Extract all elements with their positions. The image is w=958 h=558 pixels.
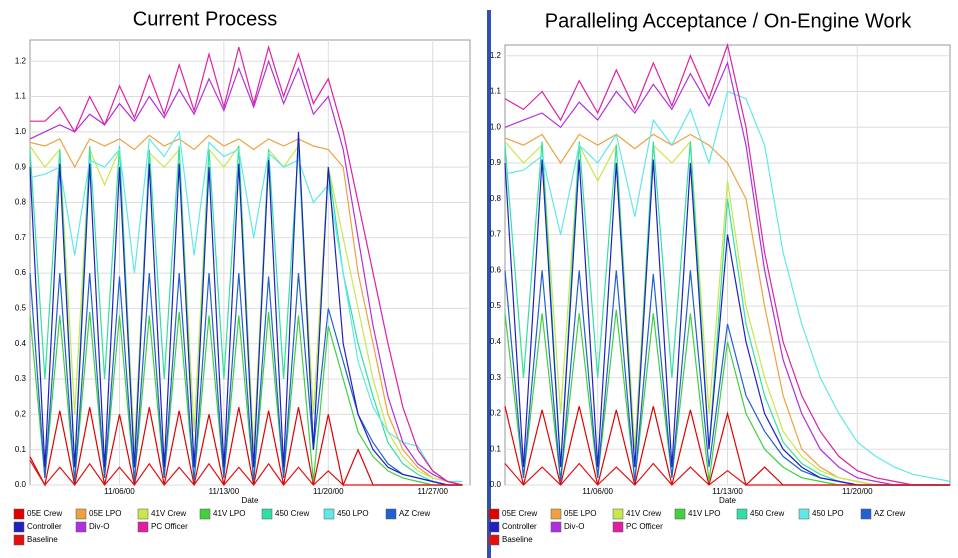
series-line bbox=[504, 42, 950, 486]
y-tick-label: 0.4 bbox=[15, 339, 27, 348]
y-tick-label: 0.3 bbox=[490, 373, 502, 382]
legend-swatch bbox=[199, 508, 211, 520]
legend-label: 41V Crew bbox=[151, 509, 186, 518]
legend-swatch bbox=[137, 521, 149, 533]
series-line bbox=[29, 59, 463, 486]
legend-label: 450 Crew bbox=[750, 509, 784, 518]
legend-label: 05E Crew bbox=[27, 509, 62, 518]
plot-area bbox=[29, 39, 471, 486]
x-tick-label: 11/13/00 bbox=[712, 487, 743, 496]
x-tick-label: 11/27/00 bbox=[417, 487, 448, 496]
y-tick-label: 0.5 bbox=[15, 304, 27, 313]
y-tick-label: 0.6 bbox=[490, 265, 502, 274]
legend-swatch bbox=[75, 521, 87, 533]
legend-label: Controller bbox=[502, 522, 537, 531]
y-tick-label: 1.1 bbox=[15, 92, 27, 101]
y-tick-label: 0.1 bbox=[15, 445, 27, 454]
legend-label: Baseline bbox=[502, 535, 533, 544]
series-line bbox=[29, 459, 463, 487]
y-tick-label: 0.0 bbox=[490, 480, 502, 489]
y-tick-label: 0.5 bbox=[490, 301, 502, 310]
legend-label: Controller bbox=[27, 522, 62, 531]
legend-label: Div-O bbox=[564, 522, 584, 531]
legend-label: 450 Crew bbox=[275, 509, 309, 518]
legend-swatch bbox=[798, 508, 810, 520]
y-tick-label: 0.9 bbox=[490, 158, 502, 167]
x-tick-label: 11/20/00 bbox=[313, 487, 344, 496]
series-line bbox=[29, 130, 463, 483]
chart-title: Current Process bbox=[133, 8, 278, 30]
legend-swatch bbox=[488, 521, 500, 533]
legend-swatch bbox=[13, 508, 25, 520]
legend-label: AZ Crew bbox=[399, 509, 430, 518]
legend-label: 05E LPO bbox=[564, 509, 596, 518]
y-tick-label: 0.2 bbox=[15, 409, 27, 418]
y-tick-label: 0.3 bbox=[15, 374, 27, 383]
y-tick-label: 1.1 bbox=[490, 87, 502, 96]
y-tick-label: 0.8 bbox=[490, 194, 502, 203]
legend-swatch bbox=[674, 508, 686, 520]
legend-swatch bbox=[13, 521, 25, 533]
x-tick-label: 11/13/00 bbox=[209, 487, 240, 496]
x-axis-label: Date bbox=[242, 496, 259, 505]
y-tick-label: 1.0 bbox=[15, 127, 27, 136]
legend-label: 05E LPO bbox=[89, 509, 121, 518]
legend-label: 05E Crew bbox=[502, 509, 537, 518]
y-tick-label: 1.0 bbox=[490, 122, 502, 131]
series-line bbox=[504, 60, 950, 486]
y-tick-label: 0.4 bbox=[490, 337, 502, 346]
y-tick-label: 0.7 bbox=[490, 230, 502, 239]
series-line bbox=[30, 44, 463, 486]
legend-swatch bbox=[860, 508, 872, 520]
legend-swatch bbox=[261, 508, 273, 520]
legend-swatch bbox=[612, 508, 624, 520]
y-tick-label: 1.2 bbox=[490, 51, 502, 60]
legend-swatch bbox=[736, 508, 748, 520]
legend-swatch bbox=[385, 508, 397, 520]
x-tick-label: 11/06/00 bbox=[582, 487, 613, 496]
legend-label: AZ Crew bbox=[874, 509, 905, 518]
legend-label: 450 LPO bbox=[812, 509, 844, 518]
x-axis-label: Date bbox=[719, 496, 736, 505]
legend-label: Baseline bbox=[27, 535, 58, 544]
legend-label: 41V Crew bbox=[626, 509, 661, 518]
legend-label: PC Officer bbox=[626, 522, 663, 531]
series-line bbox=[504, 462, 950, 486]
divider bbox=[487, 10, 491, 558]
legend-label: 41V LPO bbox=[688, 509, 720, 518]
legend-label: Div-O bbox=[89, 522, 109, 531]
legend-label: PC Officer bbox=[151, 522, 188, 531]
legend-swatch bbox=[323, 508, 335, 520]
legend-swatch bbox=[488, 534, 500, 546]
x-tick-label: 11/06/00 bbox=[104, 487, 135, 496]
legend-swatch bbox=[612, 521, 624, 533]
chart-title: Paralleling Acceptance / On-Engine Work bbox=[545, 10, 912, 32]
y-tick-label: 0.7 bbox=[15, 233, 27, 242]
y-tick-label: 0.2 bbox=[490, 409, 502, 418]
y-tick-label: 0.1 bbox=[490, 444, 502, 453]
y-tick-label: 0.9 bbox=[15, 162, 27, 171]
series-line bbox=[29, 134, 463, 486]
legend-swatch bbox=[550, 508, 562, 520]
y-tick-label: 1.2 bbox=[15, 56, 27, 65]
legend-label: 450 LPO bbox=[337, 509, 369, 518]
y-tick-label: 0.6 bbox=[15, 268, 27, 277]
y-tick-label: 0.8 bbox=[15, 198, 27, 207]
y-tick-label: 0.0 bbox=[15, 480, 27, 489]
x-tick-label: 11/20/00 bbox=[842, 487, 873, 496]
legend-label: 41V LPO bbox=[213, 509, 245, 518]
legend-swatch bbox=[550, 521, 562, 533]
series-line bbox=[29, 273, 463, 486]
legend-swatch bbox=[488, 508, 500, 520]
series-line bbox=[504, 90, 951, 482]
series-line bbox=[29, 131, 463, 486]
legend-swatch bbox=[137, 508, 149, 520]
legend-swatch bbox=[13, 534, 25, 546]
legend-swatch bbox=[75, 508, 87, 520]
